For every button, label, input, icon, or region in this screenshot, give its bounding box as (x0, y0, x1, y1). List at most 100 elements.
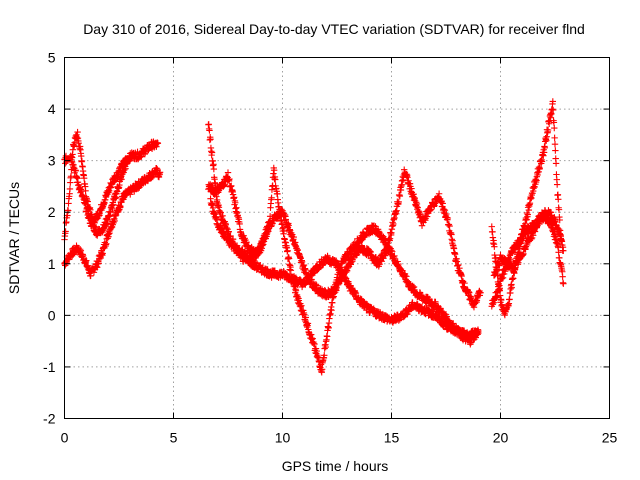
data-point (543, 133, 550, 140)
axis-ticks: 0 5 10 15 20 25 -2 -1 0 1 2 3 4 5 (43, 50, 617, 446)
data-point (83, 257, 90, 264)
data-point (538, 158, 546, 165)
data-point (437, 305, 444, 312)
data-point (489, 228, 496, 235)
data-point (414, 204, 421, 211)
data-point (370, 222, 378, 229)
data-point (551, 140, 559, 148)
data-point (549, 98, 557, 105)
data-point (451, 251, 459, 258)
data-point (533, 224, 541, 231)
data-point (501, 255, 508, 262)
series-9 (490, 207, 567, 279)
data-point (222, 221, 230, 228)
data-point (268, 194, 275, 202)
data-point (311, 340, 318, 348)
data-point (559, 273, 566, 280)
data-point (321, 352, 328, 359)
series-6 (207, 195, 482, 341)
data-point (551, 124, 558, 132)
x-tick-label: 15 (384, 430, 400, 446)
data-point (444, 214, 452, 222)
data-point (552, 160, 560, 167)
data-point (220, 182, 228, 189)
data-point (560, 247, 567, 254)
data-point (246, 254, 253, 262)
x-tick-label: 20 (493, 430, 509, 446)
data-point (154, 140, 162, 147)
data-point (322, 343, 329, 351)
data-point (524, 211, 531, 218)
data-point (534, 171, 541, 179)
data-point (109, 201, 117, 208)
y-tick-label: 0 (48, 307, 56, 323)
data-point (544, 126, 552, 134)
data-point (536, 164, 543, 172)
data-point (292, 287, 300, 294)
data-point (386, 235, 394, 242)
data-point (118, 176, 125, 183)
data-point (62, 228, 69, 235)
data-point (66, 185, 74, 193)
series-2 (61, 128, 162, 243)
data-point (304, 320, 312, 327)
data-point (435, 190, 443, 197)
data-point (228, 182, 235, 189)
y-axis-label: SDTVAR / TECUs (6, 182, 22, 294)
data-point (99, 227, 107, 234)
series-5 (205, 166, 484, 311)
data-point (477, 289, 484, 296)
data-point (428, 307, 436, 314)
data-point (496, 292, 504, 299)
data-point (86, 212, 93, 220)
data-point (270, 170, 277, 177)
data-point (333, 284, 340, 292)
y-tick-label: 1 (48, 256, 56, 272)
data-point (224, 169, 232, 176)
data-points (61, 98, 567, 376)
data-point (285, 255, 293, 262)
chart-title: Day 310 of 2016, Sidereal Day-to-day VTE… (83, 21, 585, 37)
data-point (290, 233, 297, 241)
data-point (555, 196, 562, 203)
data-point (489, 234, 497, 241)
data-point (272, 176, 279, 183)
data-point (404, 174, 411, 181)
data-point (294, 293, 301, 301)
data-point (506, 296, 513, 303)
data-point (126, 153, 133, 161)
data-point (300, 261, 308, 269)
y-tick-label: 2 (48, 204, 56, 220)
data-point (395, 198, 402, 206)
data-point (207, 135, 214, 143)
x-axis-label: GPS time / hours (282, 458, 389, 474)
data-point (555, 249, 562, 256)
x-tick-label: 5 (170, 430, 178, 446)
data-point (230, 194, 238, 201)
data-point (213, 213, 220, 220)
data-point (328, 307, 335, 314)
data-point (78, 152, 85, 160)
y-tick-label: 5 (48, 50, 56, 66)
data-point (556, 216, 563, 224)
data-point (264, 266, 271, 273)
data-point (76, 246, 84, 253)
data-point (233, 204, 240, 211)
data-point (72, 167, 79, 175)
x-tick-label: 25 (602, 430, 618, 446)
data-point (312, 281, 320, 288)
data-point (494, 266, 501, 273)
data-point (550, 119, 558, 126)
data-point (232, 199, 239, 206)
data-point (470, 304, 478, 311)
data-point (418, 222, 426, 229)
data-point (318, 366, 326, 373)
data-point (547, 209, 555, 216)
data-point (496, 285, 503, 292)
data-point (313, 347, 320, 355)
data-point (82, 199, 89, 207)
data-point (287, 267, 295, 274)
data-point (491, 243, 498, 250)
data-point (496, 261, 503, 268)
data-point (95, 260, 102, 267)
